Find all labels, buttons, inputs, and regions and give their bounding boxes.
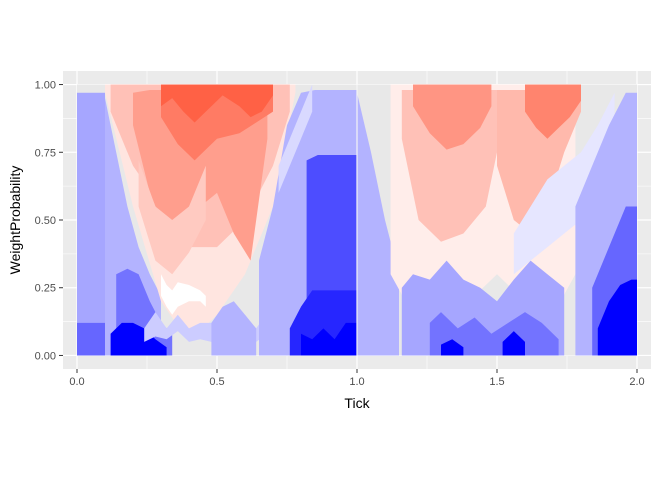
y-axis-title: WeightProbability — [7, 166, 23, 275]
heatmap-region-12 — [161, 274, 206, 315]
x-axis: 0.0 0.5 1.0 1.5 2.0 — [69, 369, 645, 388]
x-tick-label: 2.0 — [629, 376, 644, 388]
heatmap-region-19 — [357, 92, 399, 356]
x-tick-label: 1.0 — [349, 376, 364, 388]
heatmap-region-13 — [211, 301, 257, 356]
heatmap-region-9 — [161, 84, 273, 123]
heatmap-regions — [77, 84, 637, 356]
x-tick-label: 1.5 — [489, 376, 504, 388]
y-tick-label: 0.75 — [35, 147, 56, 159]
heatmap-region-10 — [138, 160, 206, 275]
heatmap-region-24 — [525, 84, 581, 139]
heatmap-region-22 — [413, 84, 492, 150]
heatmap-region-29 — [513, 92, 615, 275]
heatmap-region-27 — [441, 339, 464, 356]
heatmap-region-28 — [502, 331, 525, 356]
heatmap-region-0 — [77, 92, 105, 356]
y-tick-label: 0.25 — [35, 283, 56, 295]
x-tick-label: 0.0 — [69, 376, 84, 388]
y-tick-label: 0.50 — [35, 215, 56, 227]
y-axis: 0.00 0.25 0.50 0.75 1.00 — [35, 80, 63, 362]
y-tick-label: 1.00 — [35, 80, 56, 92]
y-tick-label: 0.00 — [35, 350, 56, 362]
x-axis-title: Tick — [344, 395, 370, 411]
x-tick-label: 0.5 — [209, 376, 224, 388]
heatmap-region-18 — [278, 84, 313, 193]
heatmap-region-4 — [110, 322, 167, 356]
heatmap-region-17 — [301, 322, 357, 356]
heatmap-region-32 — [597, 279, 637, 356]
heatmap-region-26 — [429, 312, 559, 356]
